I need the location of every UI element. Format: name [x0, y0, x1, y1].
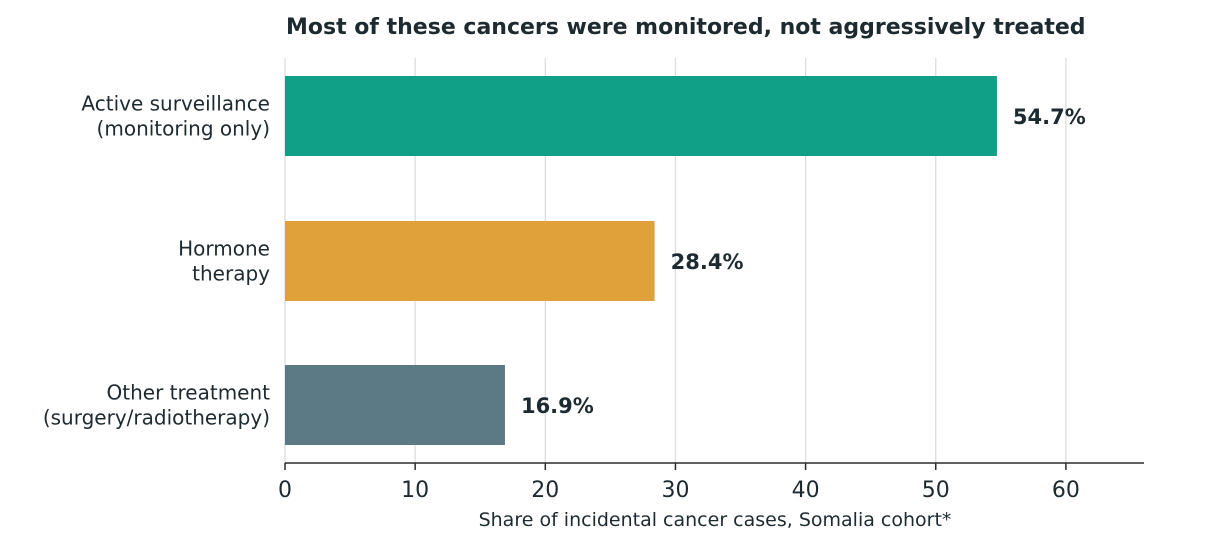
value-label-1: 28.4%	[671, 250, 744, 274]
chart-title: Most of these cancers were monitored, no…	[286, 15, 1086, 40]
value-label-2: 16.9%	[521, 394, 594, 418]
value-label-0: 54.7%	[1013, 105, 1086, 129]
category-label-line: (monitoring only)	[97, 117, 270, 141]
value-labels: 54.7% 28.4% 16.9%	[521, 105, 1086, 418]
category-labels: Active surveillance (monitoring only) Horm…	[43, 92, 270, 430]
x-tick-label-2: 20	[531, 478, 559, 503]
bar-1	[285, 221, 655, 301]
bars	[285, 76, 997, 445]
category-label-line: Hormone	[178, 237, 270, 261]
x-tick-label-4: 40	[792, 478, 820, 503]
x-axis-label: Share of incidental cancer cases, Somali…	[479, 509, 952, 531]
bar-2	[285, 365, 505, 445]
category-label-2: Other treatment (surgery/radiotherapy)	[43, 381, 270, 430]
bar-0	[285, 76, 997, 156]
category-label-line: Active surveillance	[81, 92, 270, 116]
x-tick-label-1: 10	[401, 478, 429, 503]
x-axis: 0 10 20 30 40 50 60	[278, 462, 1144, 503]
category-label-1: Hormone therapy	[178, 237, 270, 286]
category-label-line: therapy	[192, 262, 270, 286]
x-tick-label-5: 50	[922, 478, 950, 503]
x-tick-label-0: 0	[278, 478, 292, 503]
x-tick-label-6: 60	[1052, 478, 1080, 503]
category-label-line: Other treatment	[107, 381, 271, 405]
category-label-0: Active surveillance (monitoring only)	[81, 92, 270, 141]
x-tick-label-3: 30	[661, 478, 689, 503]
category-label-line: (surgery/radiotherapy)	[43, 406, 270, 430]
